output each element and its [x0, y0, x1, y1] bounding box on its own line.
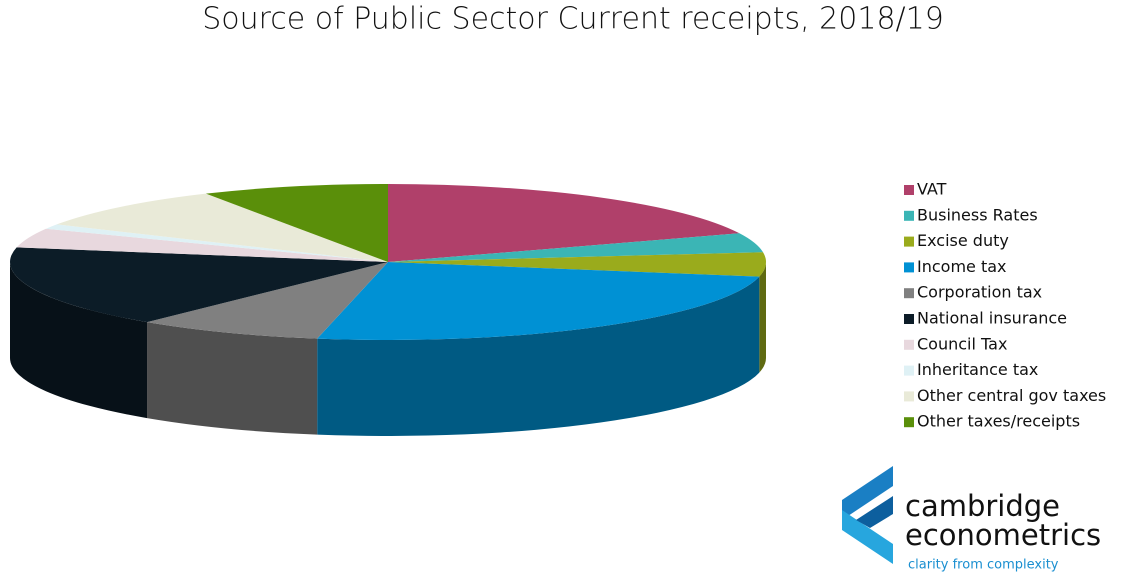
logo-tagline: clarity from complexity: [908, 558, 1059, 573]
legend-label: Business Rates: [917, 205, 1038, 224]
legend-label: Inheritance tax: [917, 360, 1038, 379]
slice: [317, 262, 760, 436]
slice-top: [388, 252, 766, 277]
slice: [45, 224, 388, 262]
logo-text: cambridge: [905, 489, 1060, 523]
legend-swatch: [904, 417, 914, 428]
legend-label: Other taxes/receipts: [917, 412, 1080, 431]
slice-top: [147, 262, 388, 339]
legend-swatch: [904, 391, 914, 402]
legend-label: Income tax: [917, 257, 1007, 276]
legend-swatch: [904, 185, 914, 195]
legend-swatch: [904, 288, 914, 299]
legend-swatch: [904, 365, 914, 376]
logo-mark: [856, 496, 893, 528]
slice-top: [317, 262, 760, 340]
slice-top: [9, 247, 388, 323]
logo-mark: [842, 466, 893, 520]
legend-swatch: [904, 314, 914, 324]
legend-label: National insurance: [917, 309, 1067, 328]
slice: [16, 228, 388, 262]
slice-top: [56, 193, 388, 262]
legend-label: Excise duty: [917, 231, 1009, 250]
slice-side: [10, 262, 148, 419]
chart-title: Source of Public Sector Current receipts…: [202, 2, 944, 37]
slice-top: [45, 224, 388, 262]
legend-label: VAT: [917, 180, 947, 199]
legend-swatch: [904, 210, 914, 221]
slice: [9, 247, 388, 419]
logo-mark: [842, 510, 893, 564]
legend-label: Other central gov taxes: [917, 386, 1106, 405]
slice: [388, 252, 766, 373]
legend: VAT Business Rates Excise duty Income tax Co…: [904, 180, 1106, 431]
slice-top: [205, 184, 388, 262]
legend-swatch: [904, 236, 914, 247]
slice: [388, 184, 740, 262]
logo: cambridge econometrics clarity from comp…: [842, 466, 1101, 573]
slice-side: [317, 276, 760, 436]
legend-label: Council Tax: [917, 334, 1007, 353]
slice: [147, 262, 388, 435]
slice-top: [388, 233, 764, 262]
slice: [388, 233, 764, 262]
legend-swatch: [904, 262, 914, 273]
slice-side: [147, 322, 318, 435]
logo-text: econometrics: [905, 518, 1101, 552]
slice: [56, 193, 388, 262]
slice: [205, 184, 388, 262]
slice-side: [759, 262, 766, 373]
slice-top: [16, 228, 388, 262]
pie: [9, 184, 766, 436]
legend-label: Corporation tax: [917, 283, 1042, 302]
legend-swatch: [904, 339, 914, 350]
slice-top: [388, 184, 740, 262]
